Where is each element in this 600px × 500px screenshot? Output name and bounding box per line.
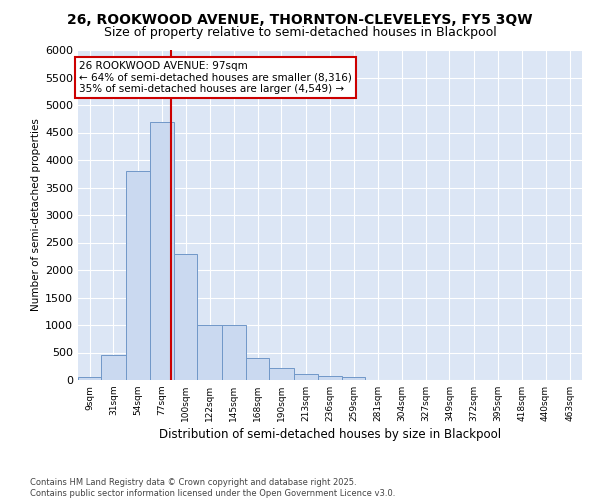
X-axis label: Distribution of semi-detached houses by size in Blackpool: Distribution of semi-detached houses by …: [159, 428, 501, 441]
Bar: [318, 376, 342, 380]
Text: 26, ROOKWOOD AVENUE, THORNTON-CLEVELEYS, FY5 3QW: 26, ROOKWOOD AVENUE, THORNTON-CLEVELEYS,…: [67, 12, 533, 26]
Text: 26 ROOKWOOD AVENUE: 97sqm
← 64% of semi-detached houses are smaller (8,316)
35% : 26 ROOKWOOD AVENUE: 97sqm ← 64% of semi-…: [79, 61, 352, 94]
Bar: [197, 325, 221, 380]
Bar: [269, 368, 293, 380]
Text: Size of property relative to semi-detached houses in Blackpool: Size of property relative to semi-detach…: [104, 26, 496, 39]
Bar: [221, 325, 246, 380]
Text: Contains HM Land Registry data © Crown copyright and database right 2025.
Contai: Contains HM Land Registry data © Crown c…: [30, 478, 395, 498]
Bar: [150, 122, 174, 380]
Bar: [174, 254, 197, 380]
Bar: [78, 377, 101, 380]
Bar: [101, 355, 125, 380]
Bar: [342, 377, 365, 380]
Y-axis label: Number of semi-detached properties: Number of semi-detached properties: [31, 118, 41, 312]
Bar: [246, 358, 269, 380]
Bar: [125, 171, 150, 380]
Bar: [293, 374, 318, 380]
